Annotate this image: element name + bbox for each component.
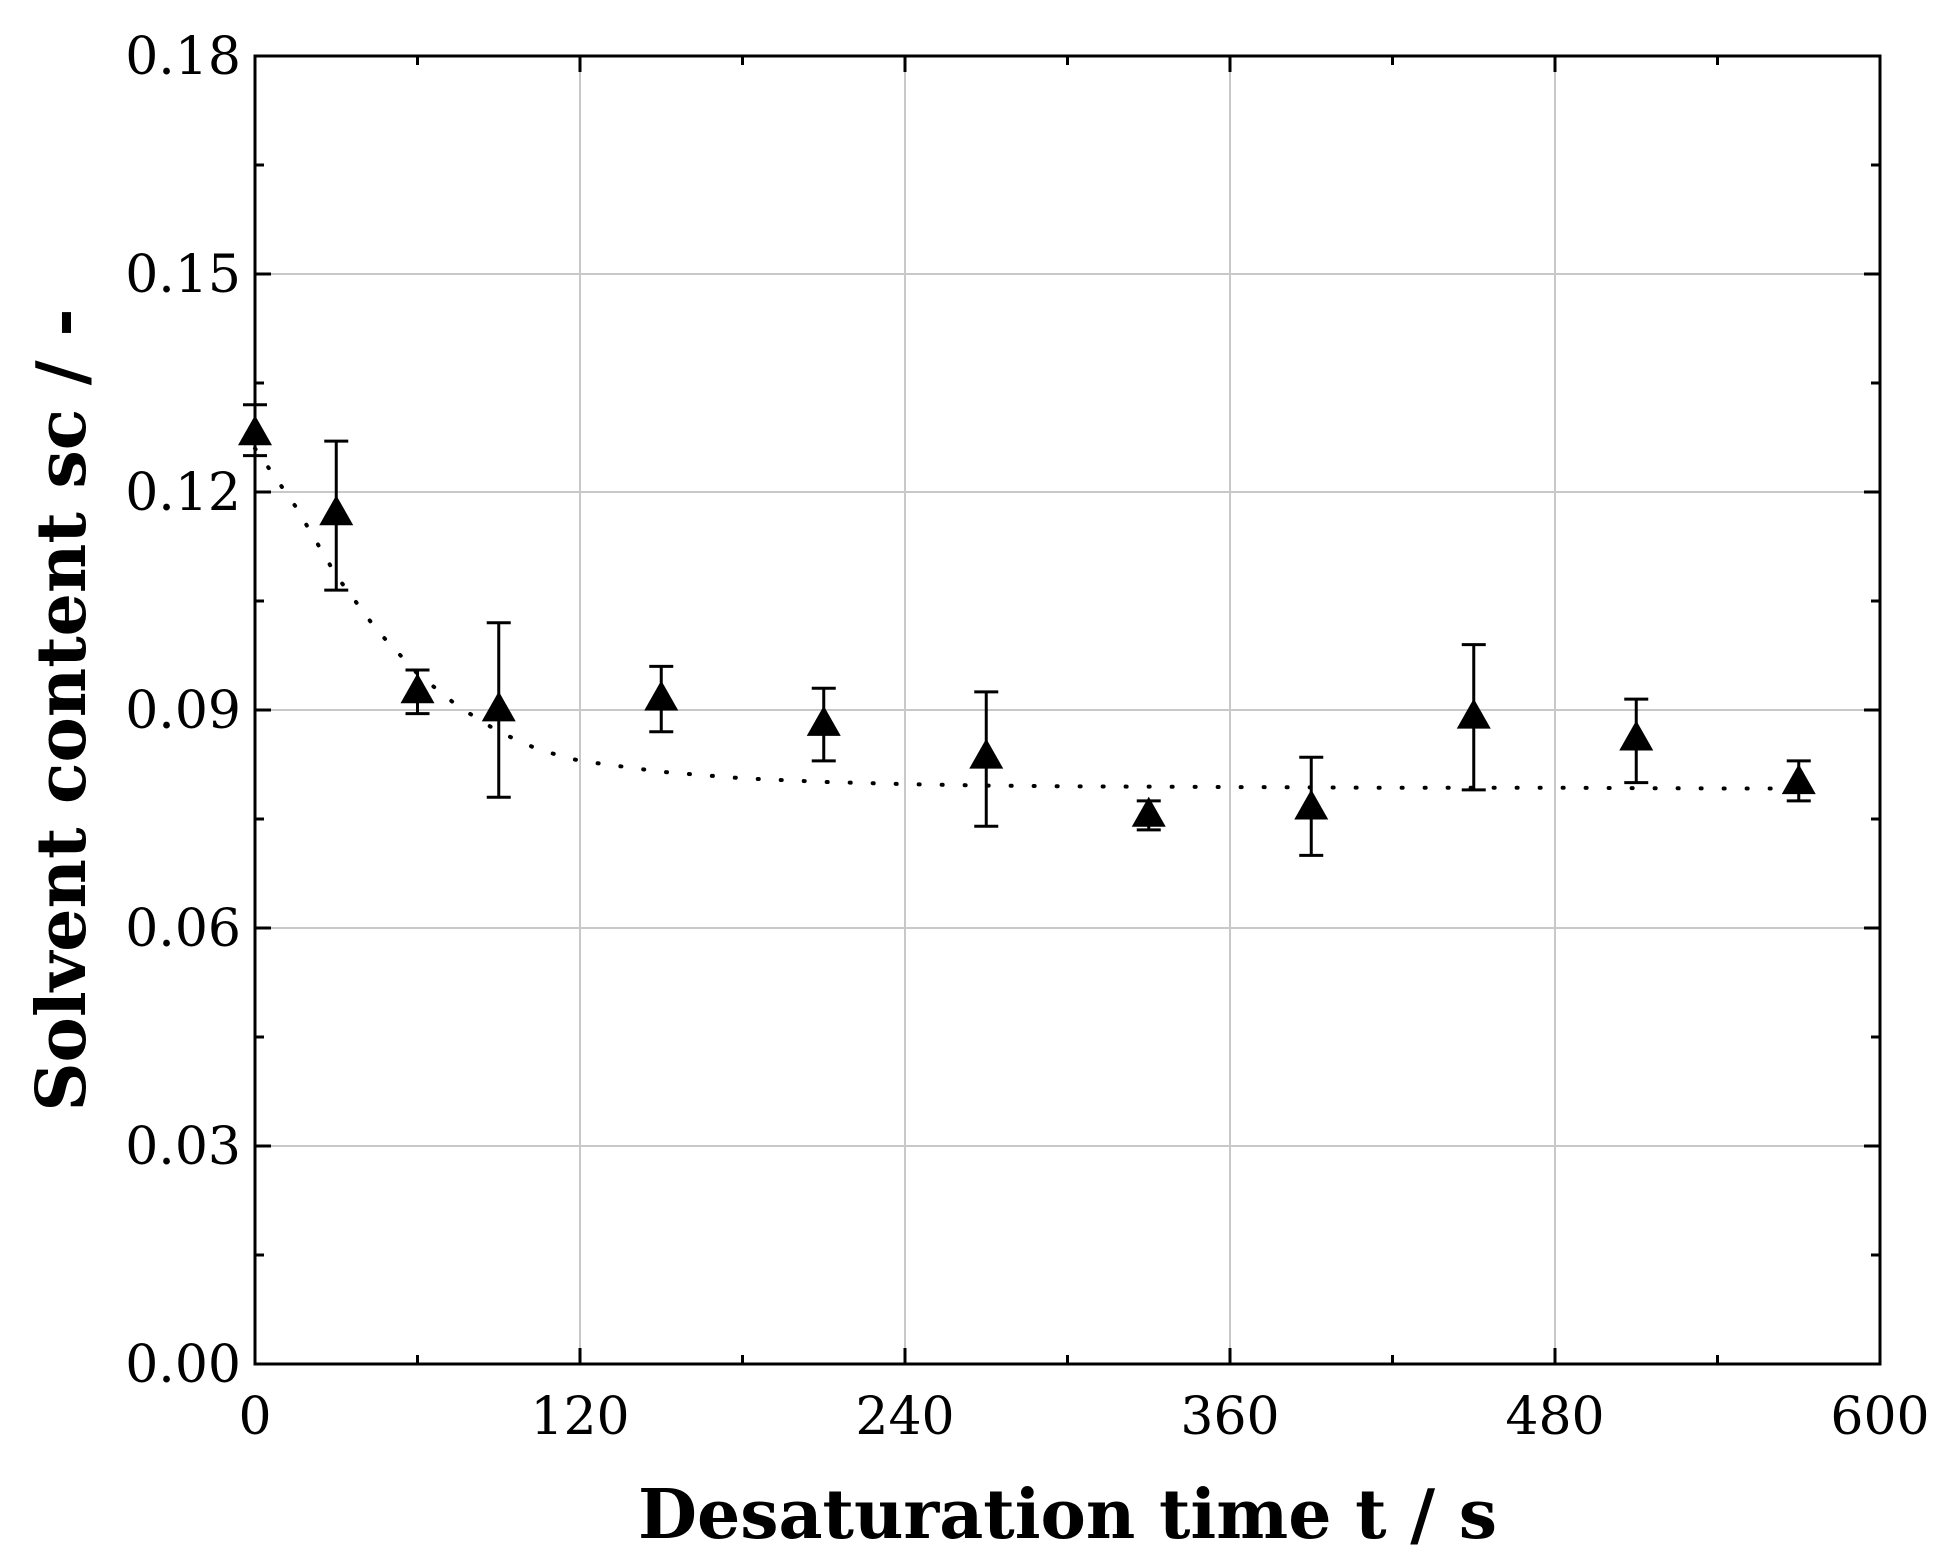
y-tick-label: 0.03 [125, 1117, 241, 1177]
data-point-triangle [969, 738, 1004, 769]
data-points [238, 415, 1816, 827]
data-point-triangle [1131, 796, 1166, 827]
fit-line [253, 446, 1801, 791]
fit-curve [253, 446, 1801, 791]
data-point-triangle [1294, 789, 1329, 820]
data-point-triangle [644, 680, 679, 711]
x-tick-label: 120 [530, 1387, 629, 1447]
data-point-triangle [806, 705, 841, 736]
y-tick-label: 0.18 [125, 27, 241, 87]
grid [255, 56, 1880, 1364]
y-tick-label: 0.00 [125, 1335, 241, 1395]
x-tick-label: 600 [1830, 1387, 1929, 1447]
x-tick-label: 240 [855, 1387, 954, 1447]
y-tick-label: 0.12 [125, 463, 241, 523]
data-point-triangle [1456, 698, 1491, 729]
x-axis-title: Desaturation time t / s [638, 1475, 1497, 1555]
y-tick-label: 0.09 [125, 681, 241, 741]
y-tick-labels: 0.00 0.03 0.06 0.09 0.12 0.15 0.18 [125, 27, 241, 1395]
data-point-triangle [1619, 720, 1654, 751]
data-point-triangle [481, 691, 516, 722]
data-point-triangle [1781, 764, 1816, 795]
error-bars [243, 403, 1811, 857]
x-tick-label: 0 [238, 1387, 271, 1447]
y-axis-title: Solvent content sc / - [22, 308, 102, 1111]
x-tick-label: 360 [1180, 1387, 1279, 1447]
y-tick-label: 0.06 [125, 899, 241, 959]
axis-ticks [253, 54, 1882, 1366]
data-point-triangle [400, 673, 435, 704]
y-tick-label: 0.15 [125, 245, 241, 305]
x-tick-labels: 0 120 240 360 480 600 [238, 1387, 1929, 1447]
data-point-triangle [319, 495, 354, 526]
x-tick-label: 480 [1505, 1387, 1604, 1447]
